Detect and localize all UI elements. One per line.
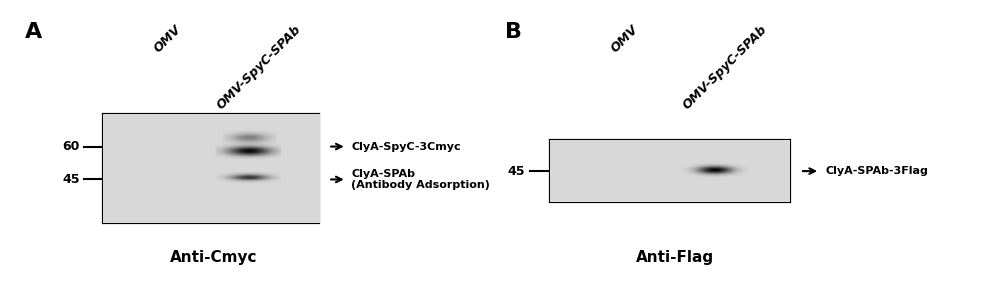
Text: OMV-SpyC-SPAb: OMV-SpyC-SPAb: [680, 22, 770, 112]
Text: ClyA-SpyC-3Cmyc: ClyA-SpyC-3Cmyc: [351, 142, 461, 152]
Text: B: B: [505, 22, 522, 42]
FancyBboxPatch shape: [550, 140, 790, 202]
Text: 45: 45: [62, 173, 80, 186]
Text: 60: 60: [62, 140, 80, 153]
FancyBboxPatch shape: [103, 114, 319, 223]
Text: ClyA-SPAb-3Flag: ClyA-SPAb-3Flag: [825, 166, 928, 176]
Text: ClyA-SPAb
(Antibody Adsorption): ClyA-SPAb (Antibody Adsorption): [351, 169, 490, 190]
Text: A: A: [25, 22, 42, 42]
Text: Anti-Cmyc: Anti-Cmyc: [169, 250, 257, 265]
Text: OMV-SpyC-SPAb: OMV-SpyC-SPAb: [215, 22, 304, 112]
Text: 45: 45: [508, 165, 525, 177]
Text: Anti-Flag: Anti-Flag: [636, 250, 714, 265]
Text: OMV: OMV: [609, 22, 641, 55]
Text: OMV: OMV: [151, 22, 183, 55]
